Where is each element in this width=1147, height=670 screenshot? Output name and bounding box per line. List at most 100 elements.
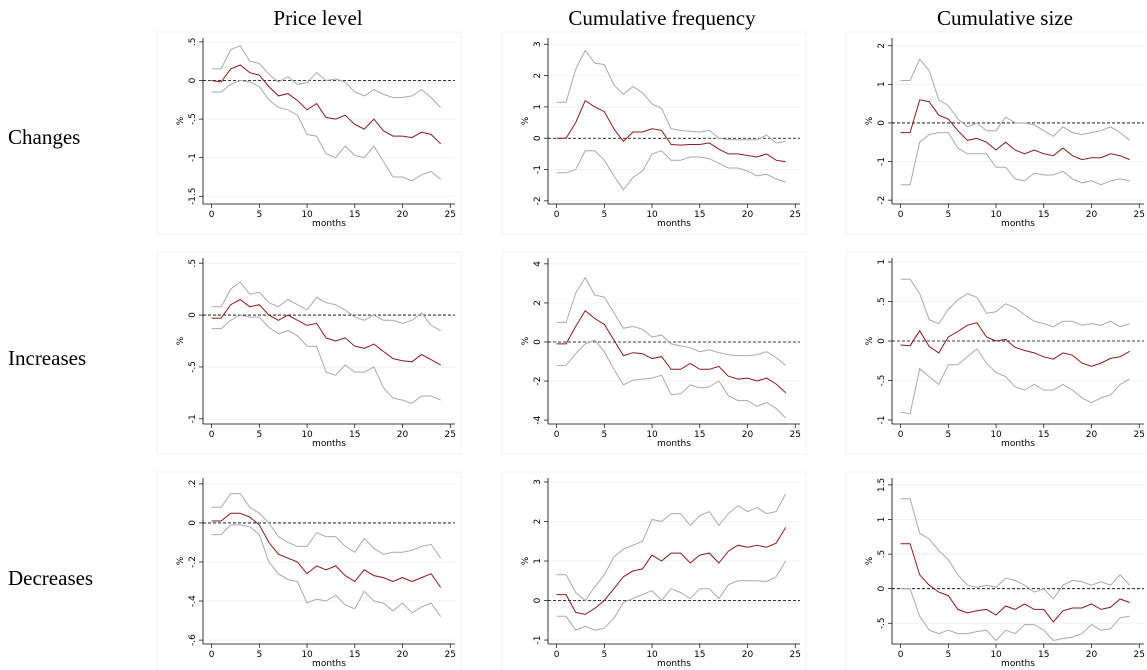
y-tick-label: .5 xyxy=(188,259,198,268)
x-tick-label: 25 xyxy=(1134,430,1145,440)
y-tick-label: -.5 xyxy=(188,361,198,373)
y-tick-label: 3 xyxy=(533,479,543,485)
x-tick-label: 15 xyxy=(1038,210,1049,220)
x-tick-label: 0 xyxy=(209,650,215,660)
y-tick-label: 2 xyxy=(533,73,543,79)
x-tick-label: 20 xyxy=(397,430,409,440)
y-tick-label: 2 xyxy=(533,300,543,306)
x-tick-label: 0 xyxy=(209,210,215,220)
y-tick-label: -.6 xyxy=(188,634,198,646)
x-tick-label: 25 xyxy=(1134,210,1145,220)
x-axis-label: months xyxy=(657,439,691,449)
y-tick-label: 2 xyxy=(533,519,543,525)
x-tick-label: 15 xyxy=(1038,430,1049,440)
y-tick-label: 0 xyxy=(877,338,887,344)
x-tick-label: 20 xyxy=(1086,430,1098,440)
x-tick-label: 20 xyxy=(742,210,754,220)
x-tick-label: 0 xyxy=(898,210,904,220)
panel-frame xyxy=(845,31,1147,235)
x-axis-label: months xyxy=(1001,659,1035,669)
y-tick-label: 0 xyxy=(533,597,543,603)
series-line xyxy=(211,493,442,559)
panel-frame xyxy=(845,251,1147,455)
y-tick-label: -1 xyxy=(533,636,543,645)
y-tick-label: 0 xyxy=(877,120,887,126)
x-tick-label: 20 xyxy=(397,210,409,220)
y-tick-label: 0 xyxy=(188,520,198,526)
x-tick-label: 20 xyxy=(742,430,754,440)
x-tick-label: 20 xyxy=(1086,650,1098,660)
x-tick-label: 20 xyxy=(742,650,754,660)
series-line xyxy=(556,150,786,191)
y-tick-label: -2 xyxy=(533,196,543,205)
x-tick-label: 5 xyxy=(256,650,262,660)
y-tick-label: -.5 xyxy=(188,113,198,125)
x-tick-label: 20 xyxy=(1086,210,1098,220)
series-line xyxy=(900,99,1130,161)
x-tick-label: 0 xyxy=(898,650,904,660)
x-tick-label: 5 xyxy=(256,210,262,220)
series-line xyxy=(900,278,1130,328)
y-tick-label: -2 xyxy=(533,377,543,386)
y-axis-label: % xyxy=(865,556,875,565)
y-tick-label: 0 xyxy=(533,339,543,345)
x-tick-label: 10 xyxy=(990,430,1002,440)
y-tick-label: -.2 xyxy=(188,556,198,568)
y-tick-label: .5 xyxy=(877,550,887,559)
series-line xyxy=(211,281,441,332)
row-label: Changes xyxy=(8,125,80,149)
x-tick-label: 10 xyxy=(646,430,658,440)
panel-frame xyxy=(156,31,462,235)
y-tick-label: 0 xyxy=(877,586,887,592)
y-axis-label: % xyxy=(176,556,186,565)
series-line xyxy=(556,309,787,394)
series-line xyxy=(556,49,786,144)
series-line xyxy=(556,276,787,366)
y-tick-label: 1 xyxy=(877,81,887,87)
y-tick-label: 3 xyxy=(533,41,543,47)
x-tick-label: 10 xyxy=(646,210,658,220)
x-axis-label: months xyxy=(312,439,346,449)
x-tick-label: 0 xyxy=(209,430,215,440)
x-tick-label: 15 xyxy=(694,650,705,660)
row-label: Decreases xyxy=(8,566,93,590)
x-tick-label: 10 xyxy=(990,650,1002,660)
x-axis-label: months xyxy=(657,219,691,229)
x-tick-label: 5 xyxy=(945,430,951,440)
y-tick-label: 0 xyxy=(188,312,198,318)
series-line xyxy=(556,527,787,615)
x-tick-label: 15 xyxy=(349,210,360,220)
series-line xyxy=(211,524,442,617)
series-line xyxy=(211,512,442,588)
x-tick-label: 5 xyxy=(945,210,951,220)
x-tick-label: 5 xyxy=(601,430,607,440)
x-tick-label: 0 xyxy=(554,210,560,220)
series-line xyxy=(900,543,1130,623)
x-tick-label: 25 xyxy=(790,650,801,660)
y-tick-label: .2 xyxy=(188,480,198,489)
y-axis-label: % xyxy=(176,336,186,345)
x-tick-label: 10 xyxy=(990,210,1002,220)
y-tick-label: .5 xyxy=(877,297,887,306)
x-tick-label: 10 xyxy=(301,650,313,660)
x-axis-label: months xyxy=(312,219,346,229)
y-tick-label: 1 xyxy=(533,104,543,110)
x-axis-label: months xyxy=(1001,219,1035,229)
y-axis-label: % xyxy=(176,116,186,125)
x-tick-label: 25 xyxy=(445,210,456,220)
column-title: Cumulative frequency xyxy=(568,6,756,30)
x-axis-label: months xyxy=(312,659,346,669)
y-tick-label: -2 xyxy=(877,196,887,205)
panel-frame xyxy=(845,471,1147,670)
series-line xyxy=(900,322,1130,367)
series-line xyxy=(556,493,787,602)
y-tick-label: -1 xyxy=(188,414,198,423)
y-tick-label: 0 xyxy=(533,135,543,141)
y-axis-label: % xyxy=(865,116,875,125)
panel-frame xyxy=(501,471,807,670)
series-line xyxy=(900,588,1130,642)
y-tick-label: 1 xyxy=(533,558,543,564)
column-title: Cumulative size xyxy=(937,6,1073,30)
y-tick-label: 2 xyxy=(877,43,887,49)
